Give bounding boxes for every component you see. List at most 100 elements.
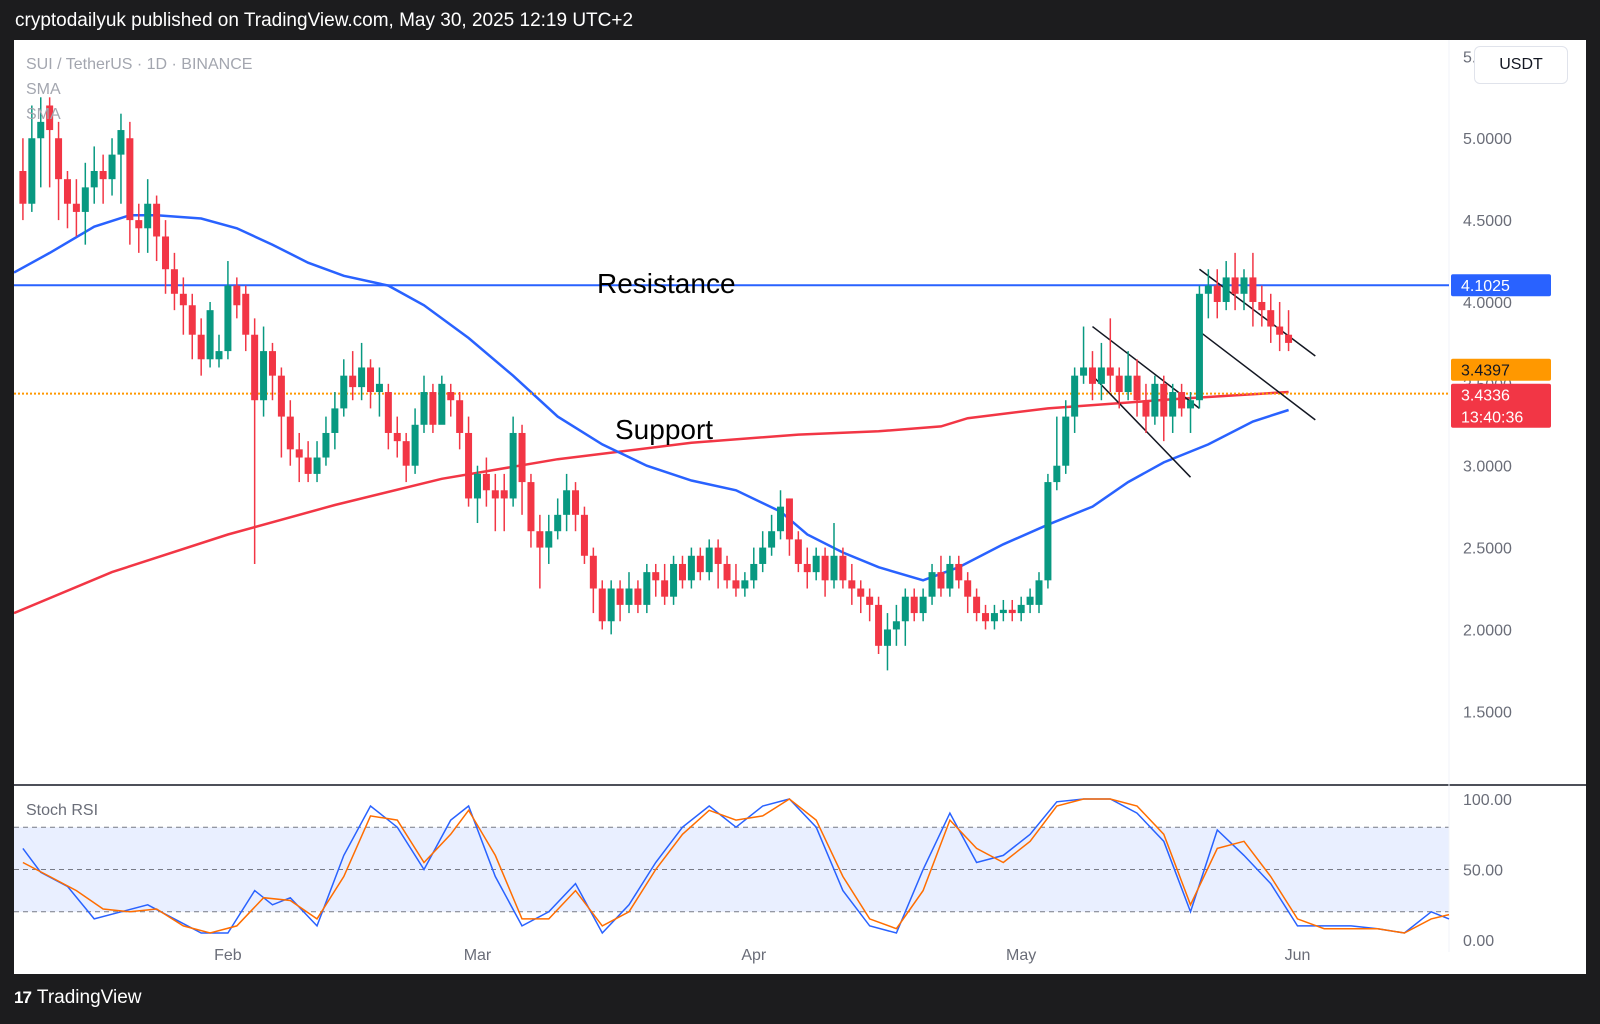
candle-body bbox=[536, 531, 544, 548]
candle-body bbox=[892, 621, 900, 630]
sma-price-label: 3.4397 bbox=[1461, 363, 1510, 380]
candle-body bbox=[162, 236, 170, 270]
time-axis-tick-label: Feb bbox=[214, 947, 242, 964]
candle-body bbox=[55, 138, 63, 180]
candle-body bbox=[99, 170, 107, 180]
candle-body bbox=[554, 514, 562, 532]
candle-body bbox=[634, 588, 642, 605]
candle-body bbox=[1204, 285, 1212, 294]
candle-body bbox=[1124, 375, 1132, 393]
resistance-annotation: Resistance bbox=[597, 268, 736, 299]
candle-body bbox=[126, 138, 134, 221]
candle-body bbox=[349, 375, 357, 388]
candle-body bbox=[233, 285, 241, 306]
chart-frame[interactable]: 1.50002.00002.50003.00003.50004.00004.50… bbox=[14, 40, 1586, 974]
candle-body bbox=[331, 408, 339, 433]
candle-body bbox=[643, 572, 651, 605]
candle-body bbox=[607, 588, 615, 622]
candle-body bbox=[456, 400, 464, 433]
moving-average-layer bbox=[14, 213, 1289, 615]
candle-body bbox=[1088, 367, 1096, 384]
candle-body bbox=[1008, 609, 1016, 614]
candle-body bbox=[197, 334, 205, 360]
candle-body bbox=[260, 351, 268, 401]
candle-body bbox=[928, 572, 936, 597]
candle-body bbox=[429, 392, 437, 425]
candle-body bbox=[277, 375, 285, 417]
candle-body bbox=[589, 555, 597, 589]
candle-body bbox=[19, 170, 27, 204]
candle-body bbox=[1026, 596, 1034, 605]
candle-body bbox=[803, 563, 811, 573]
candle-body bbox=[1169, 392, 1177, 417]
resistance-price-tag bbox=[1451, 274, 1551, 297]
candle-body bbox=[491, 490, 499, 499]
candle-body bbox=[251, 334, 259, 401]
chart-legend: SUI / TetherUS · 1D · BINANCE SMA SMA bbox=[26, 52, 252, 127]
candle-body bbox=[411, 424, 419, 466]
time-axis-tick-label: Jun bbox=[1285, 947, 1311, 964]
candle-body bbox=[500, 490, 508, 499]
candle-body bbox=[821, 555, 829, 581]
candle-body bbox=[144, 203, 152, 229]
candle-body bbox=[465, 432, 473, 499]
footer-brand: 17 TradingView bbox=[14, 987, 141, 1009]
candle-body bbox=[670, 563, 678, 597]
candle-body bbox=[1213, 285, 1221, 302]
candle-body bbox=[982, 613, 990, 622]
candle-body bbox=[1142, 400, 1150, 417]
candle-body bbox=[1231, 277, 1239, 294]
candle-body bbox=[1267, 310, 1275, 327]
price-axis-tick-label: 2.0000 bbox=[1463, 622, 1512, 639]
resistance-price-label: 4.1025 bbox=[1461, 278, 1510, 295]
candle-body bbox=[46, 105, 54, 131]
candle-body bbox=[72, 203, 80, 212]
candle-body bbox=[135, 220, 143, 229]
sma-indicator-label[interactable]: SMA bbox=[26, 81, 61, 98]
candle-body bbox=[402, 441, 410, 466]
candle-body bbox=[901, 596, 909, 622]
brand-name: TradingView bbox=[36, 987, 142, 1008]
candle-body bbox=[830, 555, 838, 581]
candle-body bbox=[1258, 301, 1266, 311]
axes-layer: 1.50002.00002.50003.00003.50004.00004.50… bbox=[26, 49, 1512, 964]
time-axis-tick-label: Mar bbox=[464, 947, 492, 964]
sma-slow-line bbox=[14, 390, 1289, 615]
candle-body bbox=[340, 375, 348, 409]
candle-body bbox=[384, 392, 392, 433]
symbol-title[interactable]: SUI / TetherUS · 1D · BINANCE bbox=[26, 56, 253, 73]
candle-body bbox=[946, 563, 954, 589]
bar-countdown-label: 13:40:36 bbox=[1461, 410, 1523, 427]
candle-body bbox=[652, 572, 660, 581]
price-tags-layer: 4.1025 3.4397 3.4336 13:40:36 bbox=[1451, 274, 1551, 428]
stoch-rsi-title: Stoch RSI bbox=[26, 802, 98, 819]
stoch-rsi-lines-layer bbox=[22, 798, 1450, 935]
candle-body bbox=[1222, 277, 1230, 302]
candle-body bbox=[1133, 375, 1141, 401]
candle-body bbox=[741, 580, 749, 589]
candle-body bbox=[910, 596, 918, 614]
candle-body bbox=[1106, 367, 1114, 376]
sma-indicator-label[interactable]: SMA bbox=[26, 106, 61, 123]
time-axis-tick-label: Apr bbox=[741, 947, 767, 964]
price-axis-tick-label: 4.5000 bbox=[1463, 213, 1512, 230]
grid-layer bbox=[14, 40, 1586, 952]
candle-body bbox=[1151, 383, 1159, 417]
currency-button[interactable]: USDT bbox=[1474, 46, 1568, 84]
candle-body bbox=[473, 473, 481, 499]
candle-body bbox=[1097, 367, 1105, 384]
tradingview-logo-icon: 17 bbox=[14, 988, 32, 1007]
candle-body bbox=[1044, 482, 1052, 581]
candle-body bbox=[224, 285, 232, 352]
candle-body bbox=[37, 121, 45, 139]
candle-body bbox=[63, 179, 71, 204]
candle-body bbox=[875, 604, 883, 646]
last-price-label: 3.4336 bbox=[1461, 388, 1510, 405]
candle-body bbox=[1240, 277, 1248, 294]
candle-body bbox=[1178, 392, 1186, 409]
candle-body bbox=[848, 580, 856, 589]
candle-body bbox=[732, 580, 740, 589]
candle-body bbox=[661, 580, 669, 597]
candle-body bbox=[90, 170, 98, 188]
chart-canvas[interactable]: 1.50002.00002.50003.00003.50004.00004.50… bbox=[14, 40, 1586, 974]
